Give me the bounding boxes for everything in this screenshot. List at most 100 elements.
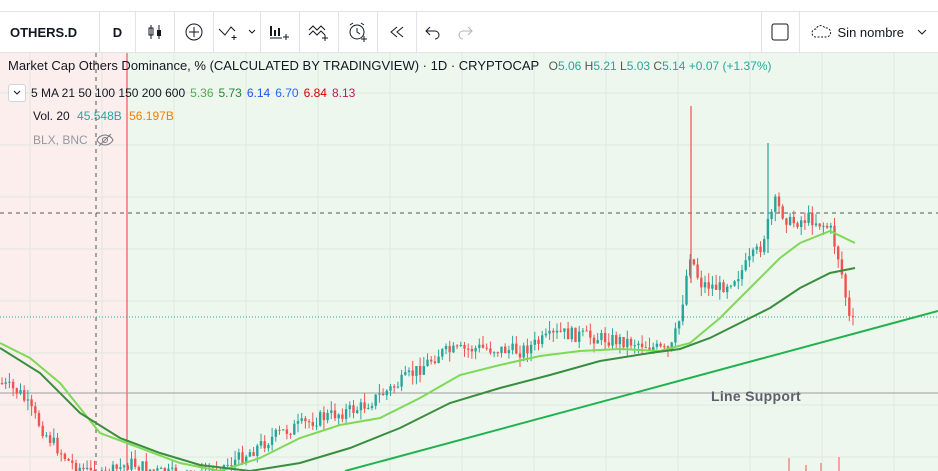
candle-body	[363, 402, 366, 409]
candle-body	[326, 412, 329, 421]
candle-body	[652, 346, 655, 351]
candle-body	[8, 381, 11, 383]
candle-body	[367, 407, 370, 409]
candle-body	[134, 458, 137, 467]
candle-body	[248, 452, 252, 457]
candle-body	[396, 386, 400, 388]
candle-body	[171, 467, 174, 469]
drawing-dropdown-button[interactable]	[244, 12, 260, 52]
candle-body	[807, 212, 810, 223]
ma-value-1: 5.36	[190, 86, 214, 100]
candle-body	[119, 467, 122, 469]
eye-crossed-icon[interactable]	[96, 133, 114, 147]
candle-body	[478, 344, 481, 349]
drawing-icon	[218, 26, 237, 40]
candles-icon	[148, 25, 161, 39]
candle-body	[296, 421, 300, 424]
support-trend-line	[344, 310, 938, 471]
candle-body	[274, 429, 277, 437]
undo-button[interactable]	[417, 12, 449, 52]
low-label: L	[620, 59, 627, 73]
ma-line-slow	[0, 267, 856, 471]
toolbar-separator	[338, 12, 339, 52]
chart-type-button[interactable]	[136, 12, 174, 52]
collapse-toggle[interactable]	[8, 84, 26, 102]
candle-body	[552, 330, 555, 333]
candle-body	[511, 343, 514, 351]
indicators-button[interactable]	[175, 12, 213, 52]
candle-body	[570, 327, 573, 340]
candle-body	[270, 436, 274, 445]
toolbar-separator	[299, 12, 300, 52]
candle-body	[426, 359, 429, 367]
volume-label: Vol. 20	[33, 109, 70, 123]
candle-body	[759, 246, 762, 253]
candle-body	[711, 284, 714, 289]
volume-bar	[820, 463, 822, 471]
candle-body	[45, 435, 48, 437]
candle-body	[751, 249, 755, 257]
candle-body	[126, 465, 129, 470]
candle-body	[455, 345, 459, 347]
candle-body	[4, 382, 7, 384]
candle-body	[226, 464, 229, 466]
candle-body	[526, 345, 529, 354]
candle-body	[341, 414, 344, 419]
candle-body	[441, 349, 444, 357]
candle-body	[467, 348, 470, 350]
candle-body	[489, 348, 492, 353]
candle-body	[822, 225, 825, 227]
ma-line-fast	[0, 229, 856, 471]
undo-icon	[425, 26, 440, 40]
layout-name-label: Sin nombre	[837, 24, 904, 40]
ma-value-4: 6.70	[275, 86, 299, 100]
candle-body	[607, 342, 610, 346]
candle-body	[825, 225, 829, 228]
candle-body	[418, 366, 422, 375]
ma-value-5: 6.84	[303, 86, 327, 100]
candle-body	[411, 370, 414, 376]
chevron-down-icon	[13, 90, 21, 95]
drawing-tool-button[interactable]	[214, 12, 244, 52]
candle-body	[407, 370, 411, 373]
replay-button[interactable]	[378, 12, 416, 52]
candle-body	[674, 328, 677, 343]
candle-body	[777, 196, 781, 207]
layout-name-button[interactable]: Sin nombre	[798, 12, 938, 52]
candle-body	[670, 342, 673, 351]
candle-body	[796, 223, 799, 228]
candle-body	[452, 345, 455, 353]
candle-body	[485, 347, 488, 349]
candle-body	[30, 399, 33, 407]
alert-button[interactable]	[339, 12, 377, 52]
candle-body	[352, 405, 355, 414]
toolbar-separator	[213, 12, 214, 52]
candle-body	[829, 225, 832, 228]
add-indicator-icon	[185, 23, 203, 41]
line-support-label: Line Support	[711, 388, 801, 404]
compare-button[interactable]	[300, 12, 338, 52]
candle-body	[748, 256, 751, 261]
candle-body	[174, 467, 178, 471]
candle-body	[463, 344, 466, 349]
volume-bar	[788, 458, 790, 471]
toolbar-right: Sin nombre	[760, 12, 938, 52]
interval-button[interactable]: D	[100, 12, 136, 52]
candle-body	[663, 346, 666, 348]
bar-chart-button[interactable]	[261, 12, 299, 52]
candle-body	[278, 429, 281, 431]
candle-body	[404, 372, 407, 375]
close-value: 5.14	[662, 59, 686, 73]
candle-body	[459, 344, 462, 346]
top-strip	[0, 0, 938, 12]
price-chart[interactable]	[0, 53, 938, 471]
candle-body	[851, 315, 855, 317]
symbol-title: Market Cap Others Dominance, % (CALCULAT…	[8, 58, 539, 73]
candle-body	[655, 343, 659, 347]
symbol-search-button[interactable]: OTHERS.D	[0, 12, 100, 52]
select-all-checkbox[interactable]	[760, 12, 799, 52]
candle-body	[159, 468, 163, 470]
candle-body	[733, 281, 736, 286]
candle-body	[714, 284, 718, 290]
redo-button[interactable]	[449, 12, 481, 52]
